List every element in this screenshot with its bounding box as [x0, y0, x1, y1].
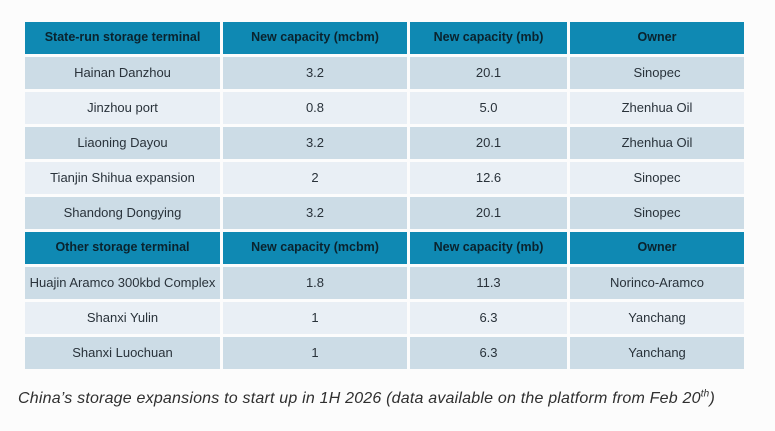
- terminal-name-cell: Huajin Aramco 300kbd Complex: [25, 267, 220, 299]
- column-header-mb: New capacity (mb): [410, 22, 567, 54]
- capacity-mcbm-cell: 2: [223, 162, 407, 194]
- owner-cell: Sinopec: [570, 197, 744, 229]
- caption-superscript: th: [700, 388, 710, 400]
- column-header-mb: New capacity (mb): [410, 232, 567, 264]
- capacity-mb-cell: 6.3: [410, 337, 567, 369]
- column-header-mcbm: New capacity (mcbm): [223, 22, 407, 54]
- owner-cell: Zhenhua Oil: [570, 127, 744, 159]
- owner-cell: Sinopec: [570, 162, 744, 194]
- owner-cell: Yanchang: [570, 302, 744, 334]
- column-header-mcbm: New capacity (mcbm): [223, 232, 407, 264]
- figure-caption: China’s storage expansions to start up i…: [18, 388, 715, 408]
- capacity-mcbm-cell: 1: [223, 337, 407, 369]
- capacity-mb-cell: 20.1: [410, 127, 567, 159]
- owner-cell: Sinopec: [570, 57, 744, 89]
- capacity-mcbm-cell: 3.2: [223, 197, 407, 229]
- capacity-mb-cell: 12.6: [410, 162, 567, 194]
- terminal-name-cell: Shandong Dongying: [25, 197, 220, 229]
- capacity-mcbm-cell: 1.8: [223, 267, 407, 299]
- capacity-mb-cell: 5.0: [410, 92, 567, 124]
- terminal-name-cell: Jinzhou port: [25, 92, 220, 124]
- owner-cell: Zhenhua Oil: [570, 92, 744, 124]
- other-storage-table: Other storage terminal New capacity (mcbm…: [25, 232, 744, 369]
- capacity-mcbm-cell: 3.2: [223, 127, 407, 159]
- storage-tables: State-run storage terminal New capacity (…: [25, 22, 744, 372]
- terminal-name-cell: Tianjin Shihua expansion: [25, 162, 220, 194]
- state-run-storage-table: State-run storage terminal New capacity (…: [25, 22, 744, 229]
- terminal-name-cell: Liaoning Dayou: [25, 127, 220, 159]
- capacity-mb-cell: 20.1: [410, 197, 567, 229]
- capacity-mb-cell: 11.3: [410, 267, 567, 299]
- owner-cell: Yanchang: [570, 337, 744, 369]
- column-header-terminal: State-run storage terminal: [25, 22, 220, 54]
- caption-closing: ): [709, 390, 715, 407]
- column-header-terminal: Other storage terminal: [25, 232, 220, 264]
- terminal-name-cell: Shanxi Luochuan: [25, 337, 220, 369]
- owner-cell: Norinco-Aramco: [570, 267, 744, 299]
- capacity-mb-cell: 20.1: [410, 57, 567, 89]
- terminal-name-cell: Shanxi Yulin: [25, 302, 220, 334]
- capacity-mcbm-cell: 1: [223, 302, 407, 334]
- capacity-mcbm-cell: 0.8: [223, 92, 407, 124]
- caption-text: China’s storage expansions to start up i…: [18, 390, 701, 407]
- terminal-name-cell: Hainan Danzhou: [25, 57, 220, 89]
- column-header-owner: Owner: [570, 22, 744, 54]
- capacity-mb-cell: 6.3: [410, 302, 567, 334]
- capacity-mcbm-cell: 3.2: [223, 57, 407, 89]
- column-header-owner: Owner: [570, 232, 744, 264]
